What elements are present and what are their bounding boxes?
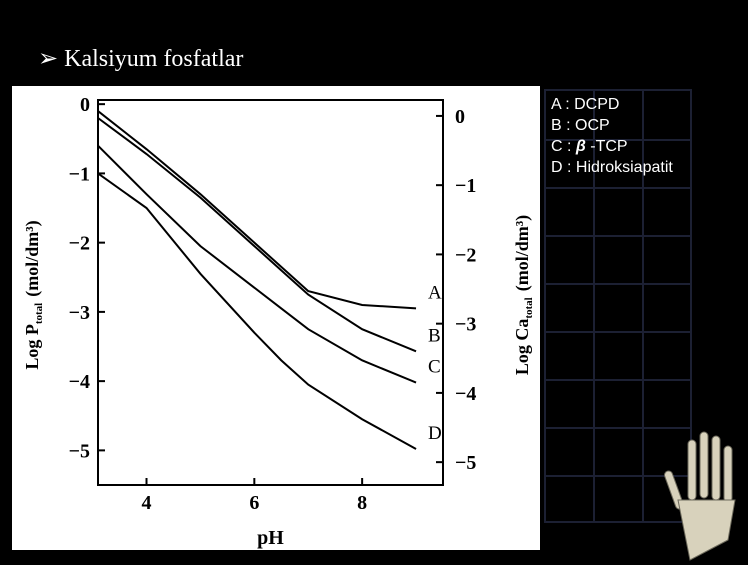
line-series (97, 144, 417, 384)
axis-label-sub: total (33, 303, 45, 324)
slide-title: ➢ Kalsiyum fosfatlar (38, 46, 244, 72)
series-label: A (428, 282, 442, 303)
note-name: DCPD (574, 96, 620, 113)
plot-frame (97, 99, 444, 486)
legend-note: B : OCP (551, 115, 673, 136)
y-tick-label: −4 (69, 371, 90, 393)
y2-tick-label: −2 (455, 244, 476, 266)
series-label: B (428, 325, 441, 346)
line-series (97, 172, 417, 450)
line-series (97, 110, 417, 310)
series-label: C (428, 357, 441, 378)
note-name: -TCP (585, 138, 628, 155)
series-label: D (428, 423, 442, 444)
note-name: Hidroksiapatit (575, 159, 673, 176)
note-prefix: C : (551, 138, 576, 155)
axis-label-main: Log Ca (512, 319, 532, 376)
note-prefix: A : (551, 96, 575, 113)
x-tick-label: 8 (357, 492, 367, 514)
y2-tick-label: −1 (455, 175, 476, 197)
legend-note: D : Hidroksiapatit (551, 157, 673, 178)
legend-note: A : DCPD (551, 94, 673, 115)
y2-tick-label: −3 (455, 314, 476, 336)
line-series (97, 117, 417, 353)
axis-label-sub: total (523, 297, 535, 318)
y2-tick-label: 0 (455, 106, 465, 128)
y2-axis-label: Log Catotal (mol/dm³) (512, 215, 535, 375)
axis-label-main: Log P (22, 324, 42, 370)
legend-notes: A : DCPD B : OCP C : β -TCP D : Hidroksiapa… (551, 94, 673, 178)
note-symbol: β (575, 138, 586, 155)
note-prefix: B : (551, 117, 576, 134)
note-name: OCP (575, 117, 610, 134)
x-axis-label: pH (257, 527, 284, 549)
y-tick-label: −3 (69, 302, 90, 324)
y2-tick-label: −5 (455, 452, 476, 474)
y-tick-label: 0 (80, 94, 90, 116)
x-tick-label: 4 (142, 492, 152, 514)
y-tick-label: −1 (69, 163, 90, 185)
y-tick-label: −2 (69, 233, 90, 255)
axis-label-unit: (mol/dm³) (22, 220, 43, 296)
note-prefix: D : (551, 159, 576, 176)
axis-label-unit: (mol/dm³) (512, 215, 533, 291)
x-tick-label: 6 (249, 492, 259, 514)
legend-note: C : β -TCP (551, 136, 673, 157)
y2-tick-label: −4 (455, 383, 476, 405)
y-tick-label: −5 (69, 440, 90, 462)
y-axis-label: Log Ptotal (mol/dm³) (22, 220, 45, 369)
